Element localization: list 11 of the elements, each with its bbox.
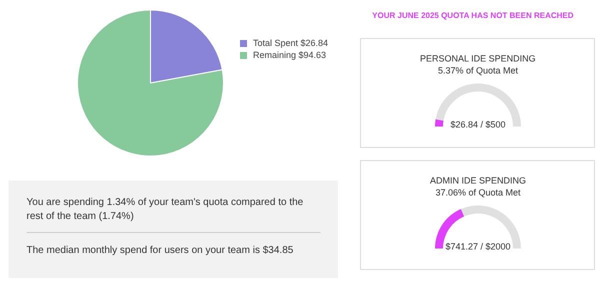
chart-title: ADMIN IDE SPENDING <box>430 176 526 186</box>
chart-subtitle: 37.06% of Quota Met <box>435 188 522 198</box>
chart-title: PERSONAL IDE SPENDING <box>420 54 536 64</box>
legend-label: Total Spent $26.84 <box>253 38 328 48</box>
text: The median monthly spend for users on your team is $34.85 <box>26 245 294 256</box>
text: $741.27 / $2000 <box>445 242 511 252</box>
chart-subtitle: 5.37% of Quota Met <box>438 66 519 76</box>
text: You are spending 1.34% of your team's quota compared to the rest of the team (1.74%) <box>26 197 304 222</box>
legend-label: Remaining $94.63 <box>253 50 326 60</box>
text: YOUR JUNE 2025 QUOTA HAS NOT BEEN REACHED <box>372 11 574 20</box>
text: $26.84 / $500 <box>450 120 506 130</box>
